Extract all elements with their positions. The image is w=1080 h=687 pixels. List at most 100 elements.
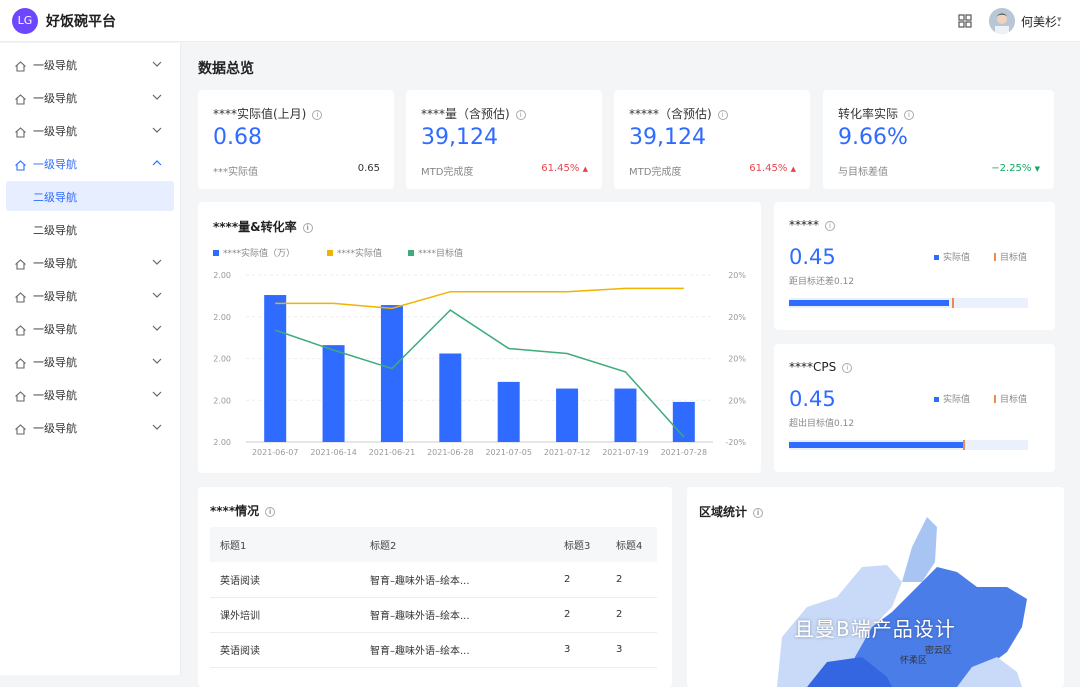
- table-header[interactable]: 标题4: [606, 527, 657, 562]
- sidebar-item-7[interactable]: 一级导航: [0, 346, 181, 378]
- x-tick-label: 2021-07-12: [544, 448, 591, 457]
- table-row[interactable]: 课外培训 智育–趣味外语–绘本... 2 2: [210, 597, 657, 633]
- sidebar-subitem-label: 二级导航: [33, 191, 77, 204]
- legend-line-actual[interactable]: ****实际值: [327, 246, 382, 259]
- apps-grid-icon[interactable]: [958, 14, 972, 28]
- info-icon[interactable]: i: [825, 221, 835, 231]
- user-name[interactable]: 何美杉.: [1021, 15, 1061, 29]
- map-label: 怀柔区: [900, 654, 927, 666]
- map-card: 区域统计 i 密云区 怀柔区: [687, 487, 1064, 687]
- table-header[interactable]: 标题2: [360, 527, 554, 562]
- sidebar-subitem-0[interactable]: 二级导航: [6, 181, 174, 211]
- kpi-sub-value: 0.65: [357, 163, 380, 174]
- avatar[interactable]: [989, 8, 1015, 34]
- kpi-title: *****（含预估) i: [629, 105, 728, 122]
- legend-target: 目标值: [994, 250, 1027, 263]
- table-header[interactable]: 标题1: [210, 527, 360, 562]
- info-icon[interactable]: i: [904, 110, 915, 120]
- table-cell: 课外培训: [210, 597, 360, 633]
- bar: [439, 353, 462, 442]
- table-row[interactable]: 英语阅读 智育–趣味外语–绘本... 2 2: [210, 562, 657, 598]
- legend-bar[interactable]: ****实际值（万）: [213, 246, 295, 259]
- sidebar-item-3[interactable]: 一级导航: [0, 148, 181, 180]
- kpi-value: 39,124: [421, 125, 498, 150]
- info-icon[interactable]: i: [265, 507, 276, 517]
- y-tick-left: 2.00: [213, 396, 231, 405]
- chevron-down-icon: [152, 391, 162, 397]
- chevron-down-icon: [152, 259, 162, 265]
- map-label: 密云区: [925, 644, 952, 656]
- info-icon[interactable]: i: [717, 110, 728, 120]
- home-icon: [14, 388, 27, 402]
- legend-actual: 实际值: [934, 392, 970, 405]
- line-series-2: [274, 309, 685, 438]
- legend-actual: 实际值: [934, 250, 970, 263]
- table-header[interactable]: 标题3: [554, 527, 606, 562]
- chevron-down-icon: [152, 424, 162, 430]
- table-card: ****情况 i 标题1 标题2 标题3 标题4 英语阅读 智育–趣味外语–绘本..…: [198, 487, 672, 687]
- legend-swatch-icon: [934, 397, 939, 402]
- sidebar-item-label: 一级导航: [33, 158, 77, 171]
- sidebar-subitem-1[interactable]: 二级导航: [6, 214, 174, 244]
- table-cell: 2: [606, 562, 657, 598]
- kpi-card-1: ****实际值(上月) i 0.68 ***实际值 0.65: [198, 90, 394, 189]
- kpi-card-2: ****量（含预估) i 39,124 MTD完成度 61.45% ▲: [406, 90, 602, 189]
- sidebar-item-4[interactable]: 一级导航: [0, 247, 181, 279]
- sidebar-item-6[interactable]: 一级导航: [0, 313, 181, 345]
- x-tick-label: 2021-06-07: [252, 448, 299, 457]
- legend-swatch-icon: [327, 250, 333, 256]
- map-region: [777, 565, 902, 687]
- table-cell: 2: [554, 562, 606, 598]
- line-series-1: [275, 287, 684, 310]
- sidebar-item-9[interactable]: 一级导航: [0, 412, 181, 444]
- home-icon: [14, 124, 27, 138]
- table-row[interactable]: 英语阅读 智育–趣味外语–绘本... 3 3: [210, 632, 657, 668]
- user-avatar-icon: [989, 8, 1015, 34]
- kpi-value: 9.66%: [838, 125, 908, 150]
- sidebar-item-5[interactable]: 一级导航: [0, 280, 181, 312]
- y-tick-right: 20%: [728, 313, 746, 322]
- sidebar-subitem-label: 二级导航: [33, 224, 77, 237]
- mini-value: 0.45: [789, 387, 836, 411]
- region-map[interactable]: 密云区 怀柔区: [687, 487, 1064, 687]
- info-icon[interactable]: i: [842, 363, 853, 373]
- info-icon[interactable]: i: [312, 110, 323, 120]
- table-cell: 智育–趣味外语–绘本...: [360, 562, 554, 598]
- info-icon[interactable]: i: [302, 223, 313, 233]
- progress-track: [789, 440, 1028, 450]
- table-cell: 2: [606, 597, 657, 633]
- user-menu-caret-icon[interactable]: ▾: [1057, 15, 1062, 25]
- chevron-down-icon: [152, 292, 162, 298]
- y-tick-left: 2.00: [213, 355, 231, 364]
- home-icon: [14, 256, 27, 270]
- progress-target-marker: [963, 440, 966, 450]
- info-icon[interactable]: i: [753, 508, 764, 518]
- progress-fill: [789, 300, 950, 306]
- table-cell: 2: [554, 597, 606, 633]
- legend-line-target[interactable]: ****目标值: [408, 246, 463, 259]
- sidebar-item-0[interactable]: 一级导航: [0, 49, 181, 81]
- watermark: 且曼B端产品设计: [794, 617, 956, 641]
- sidebar-item-label: 一级导航: [33, 323, 77, 336]
- down-arrow-icon: ▼: [1034, 165, 1040, 173]
- kpi-sub-label: MTD完成度: [629, 167, 682, 178]
- kpi-card-4: 转化率实际 i 9.66% 与目标差值 −2.25% ▼: [823, 90, 1054, 189]
- logo[interactable]: LG: [12, 8, 38, 34]
- kpi-title: 转化率实际 i: [838, 105, 915, 122]
- sidebar-item-2[interactable]: 一级导航: [0, 115, 181, 147]
- progress-track: [789, 298, 1028, 308]
- kpi-sub-label: ***实际值: [213, 167, 258, 178]
- top-header: LG 好饭碗平台 何美杉. ▾: [0, 0, 1080, 42]
- table-cell: 英语阅读: [210, 632, 360, 668]
- mini-value: 0.45: [789, 245, 836, 269]
- mini-card-2: ****CPS i 0.45 超出目标值0.12 实际值 目标值: [774, 344, 1055, 472]
- kpi-card-3: *****（含预估) i 39,124 MTD完成度 61.45% ▲: [614, 90, 810, 189]
- up-arrow-icon: ▲: [582, 165, 588, 173]
- sidebar-item-1[interactable]: 一级导航: [0, 82, 181, 114]
- map-region: [902, 517, 937, 582]
- kpi-sub-value: −2.25% ▼: [991, 163, 1040, 174]
- sidebar-item-8[interactable]: 一级导航: [0, 379, 181, 411]
- table-cell: 3: [554, 632, 606, 668]
- progress-fill: [789, 442, 964, 448]
- info-icon[interactable]: i: [515, 110, 526, 120]
